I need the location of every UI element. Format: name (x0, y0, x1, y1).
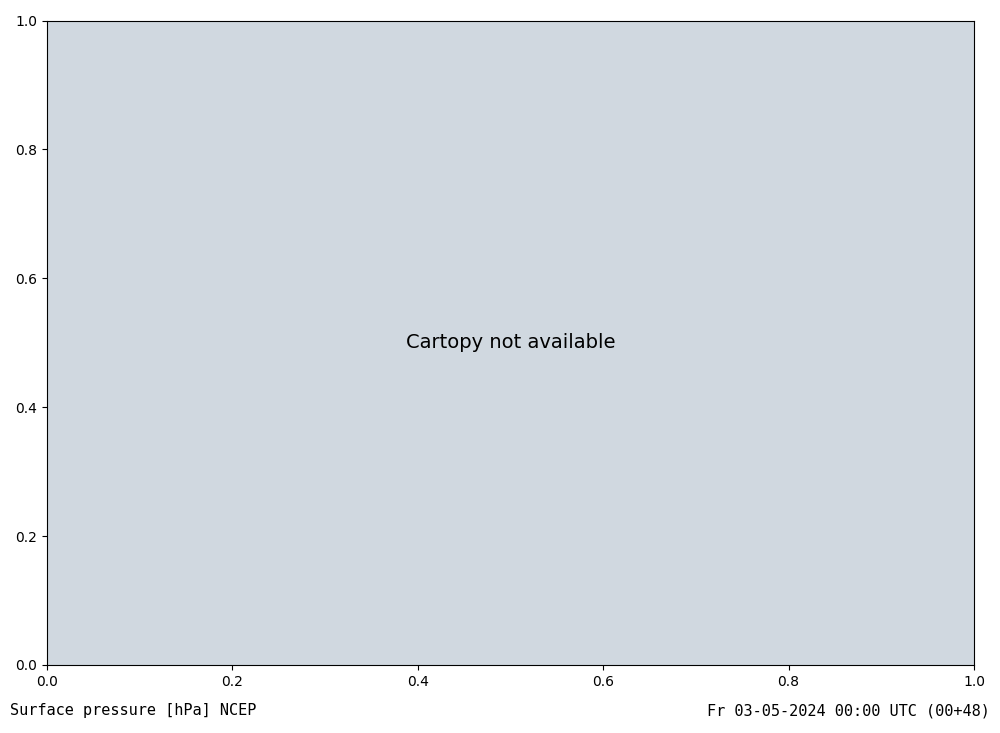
Text: Surface pressure [hPa] NCEP: Surface pressure [hPa] NCEP (10, 704, 256, 718)
Text: Cartopy not available: Cartopy not available (406, 334, 615, 353)
Text: Fr 03-05-2024 00:00 UTC (00+48): Fr 03-05-2024 00:00 UTC (00+48) (707, 704, 990, 718)
